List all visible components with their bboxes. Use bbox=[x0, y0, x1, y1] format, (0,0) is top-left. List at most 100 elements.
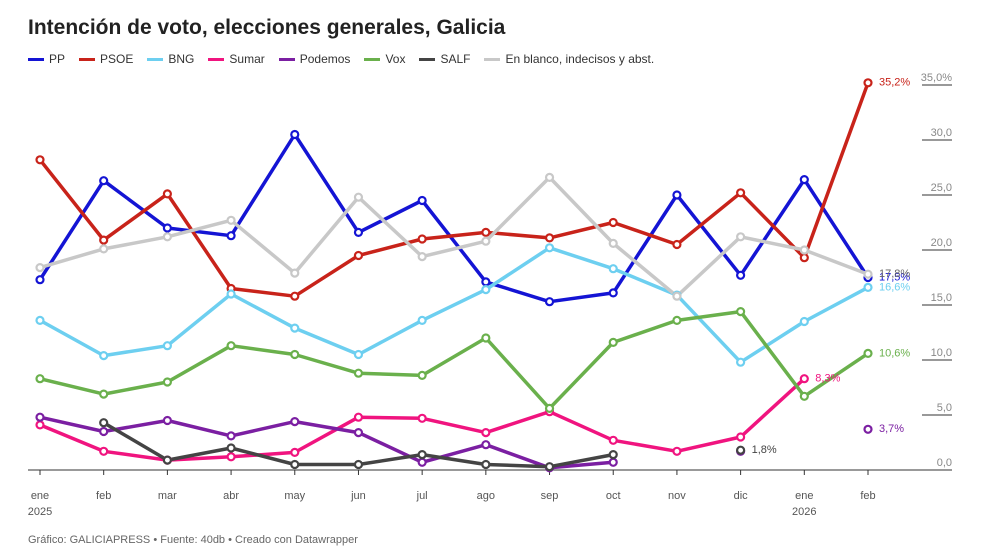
data-point bbox=[99, 244, 109, 254]
legend-item: Sumar bbox=[208, 52, 265, 66]
data-point bbox=[353, 250, 364, 261]
legend-item: SALF bbox=[419, 52, 470, 66]
y-tick-label: 10,0 bbox=[931, 347, 952, 359]
legend-label: PP bbox=[49, 52, 66, 66]
data-point bbox=[290, 291, 300, 301]
x-tick-label: oct bbox=[605, 490, 621, 502]
data-point bbox=[481, 459, 491, 470]
legend-label: BNG bbox=[168, 52, 195, 66]
data-point bbox=[353, 412, 364, 422]
data-point bbox=[353, 192, 364, 202]
legend-swatch bbox=[419, 57, 436, 61]
data-point bbox=[608, 238, 618, 248]
data-point bbox=[481, 285, 491, 295]
data-point bbox=[353, 227, 364, 237]
data-point bbox=[35, 155, 45, 165]
legend-item: BNG bbox=[147, 52, 194, 66]
data-point bbox=[608, 337, 618, 347]
data-point bbox=[353, 368, 364, 378]
data-point bbox=[481, 236, 491, 246]
data-point bbox=[736, 232, 746, 242]
data-point bbox=[226, 431, 236, 441]
data-point bbox=[863, 348, 873, 358]
value-label: 16,6% bbox=[879, 281, 910, 293]
value-label: 3,7% bbox=[879, 423, 904, 435]
x-tick-label: jun bbox=[351, 490, 366, 502]
x-tick-label: abr bbox=[223, 490, 240, 502]
x-tick-label: feb bbox=[96, 490, 112, 502]
data-point bbox=[162, 415, 172, 426]
series-line bbox=[38, 132, 870, 304]
data-point bbox=[863, 269, 873, 279]
data-point bbox=[226, 231, 236, 241]
x-tick-label: dic bbox=[733, 490, 748, 502]
data-point bbox=[353, 428, 364, 438]
data-point bbox=[863, 424, 873, 434]
data-point bbox=[35, 315, 45, 325]
data-point bbox=[99, 418, 109, 428]
x-tick-label: ene 2025 bbox=[27, 490, 53, 518]
data-point bbox=[99, 446, 109, 456]
data-point bbox=[99, 176, 109, 186]
data-point bbox=[290, 349, 300, 360]
data-point bbox=[799, 245, 809, 255]
x-tick-label: sep bbox=[540, 490, 559, 502]
chart-title: Intención de voto, elecciones generales,… bbox=[28, 16, 506, 39]
legend-swatch bbox=[208, 57, 225, 61]
data-point bbox=[162, 232, 172, 242]
data-point bbox=[35, 275, 45, 285]
data-point bbox=[608, 288, 618, 298]
x-tick-label: jul bbox=[416, 490, 428, 502]
data-point bbox=[290, 417, 300, 427]
data-point bbox=[353, 459, 364, 470]
data-point bbox=[608, 450, 618, 460]
data-point bbox=[226, 443, 236, 453]
data-point bbox=[162, 189, 172, 199]
legend-swatch bbox=[484, 57, 501, 61]
data-point bbox=[417, 195, 427, 206]
data-point bbox=[353, 349, 364, 360]
data-point bbox=[608, 264, 618, 274]
data-point bbox=[544, 462, 555, 472]
series-line bbox=[38, 309, 870, 411]
x-tick-label: nov bbox=[668, 490, 686, 502]
data-point bbox=[481, 440, 491, 450]
data-point bbox=[226, 215, 236, 225]
data-point bbox=[162, 455, 172, 465]
value-label: 17,8% bbox=[879, 268, 910, 280]
series-line bbox=[38, 246, 870, 364]
value-label: 35,2% bbox=[879, 77, 910, 89]
data-point bbox=[672, 291, 682, 301]
x-tick-label: ene 2026 bbox=[792, 490, 817, 518]
series-line bbox=[38, 175, 870, 298]
data-point bbox=[481, 277, 491, 287]
legend-label: SALF bbox=[440, 52, 471, 66]
data-point bbox=[417, 413, 427, 423]
data-point bbox=[799, 391, 809, 401]
data-point bbox=[672, 190, 682, 200]
x-tick-label: mar bbox=[157, 490, 177, 502]
data-point bbox=[226, 341, 236, 351]
value-label: 8,3% bbox=[815, 373, 840, 385]
x-tick-label: ago bbox=[476, 490, 496, 502]
data-point bbox=[99, 351, 109, 361]
data-point bbox=[417, 457, 427, 467]
legend-item: En blanco, indecisos y abst. bbox=[484, 52, 654, 66]
data-point bbox=[608, 457, 618, 467]
legend-label: En blanco, indecisos y abst. bbox=[505, 52, 655, 66]
data-point bbox=[290, 447, 300, 457]
data-point bbox=[99, 389, 109, 399]
data-point bbox=[417, 370, 427, 380]
data-point bbox=[799, 316, 809, 327]
data-point bbox=[736, 270, 746, 280]
legend-swatch bbox=[278, 57, 295, 61]
y-tick-label: 0,0 bbox=[937, 457, 952, 469]
data-point bbox=[162, 377, 172, 387]
data-point bbox=[290, 129, 300, 140]
y-tick-label: 35,0% bbox=[921, 72, 952, 84]
data-point bbox=[481, 428, 491, 438]
y-tick-label: 20,0 bbox=[931, 237, 952, 249]
value-label: 1,8% bbox=[752, 444, 777, 456]
